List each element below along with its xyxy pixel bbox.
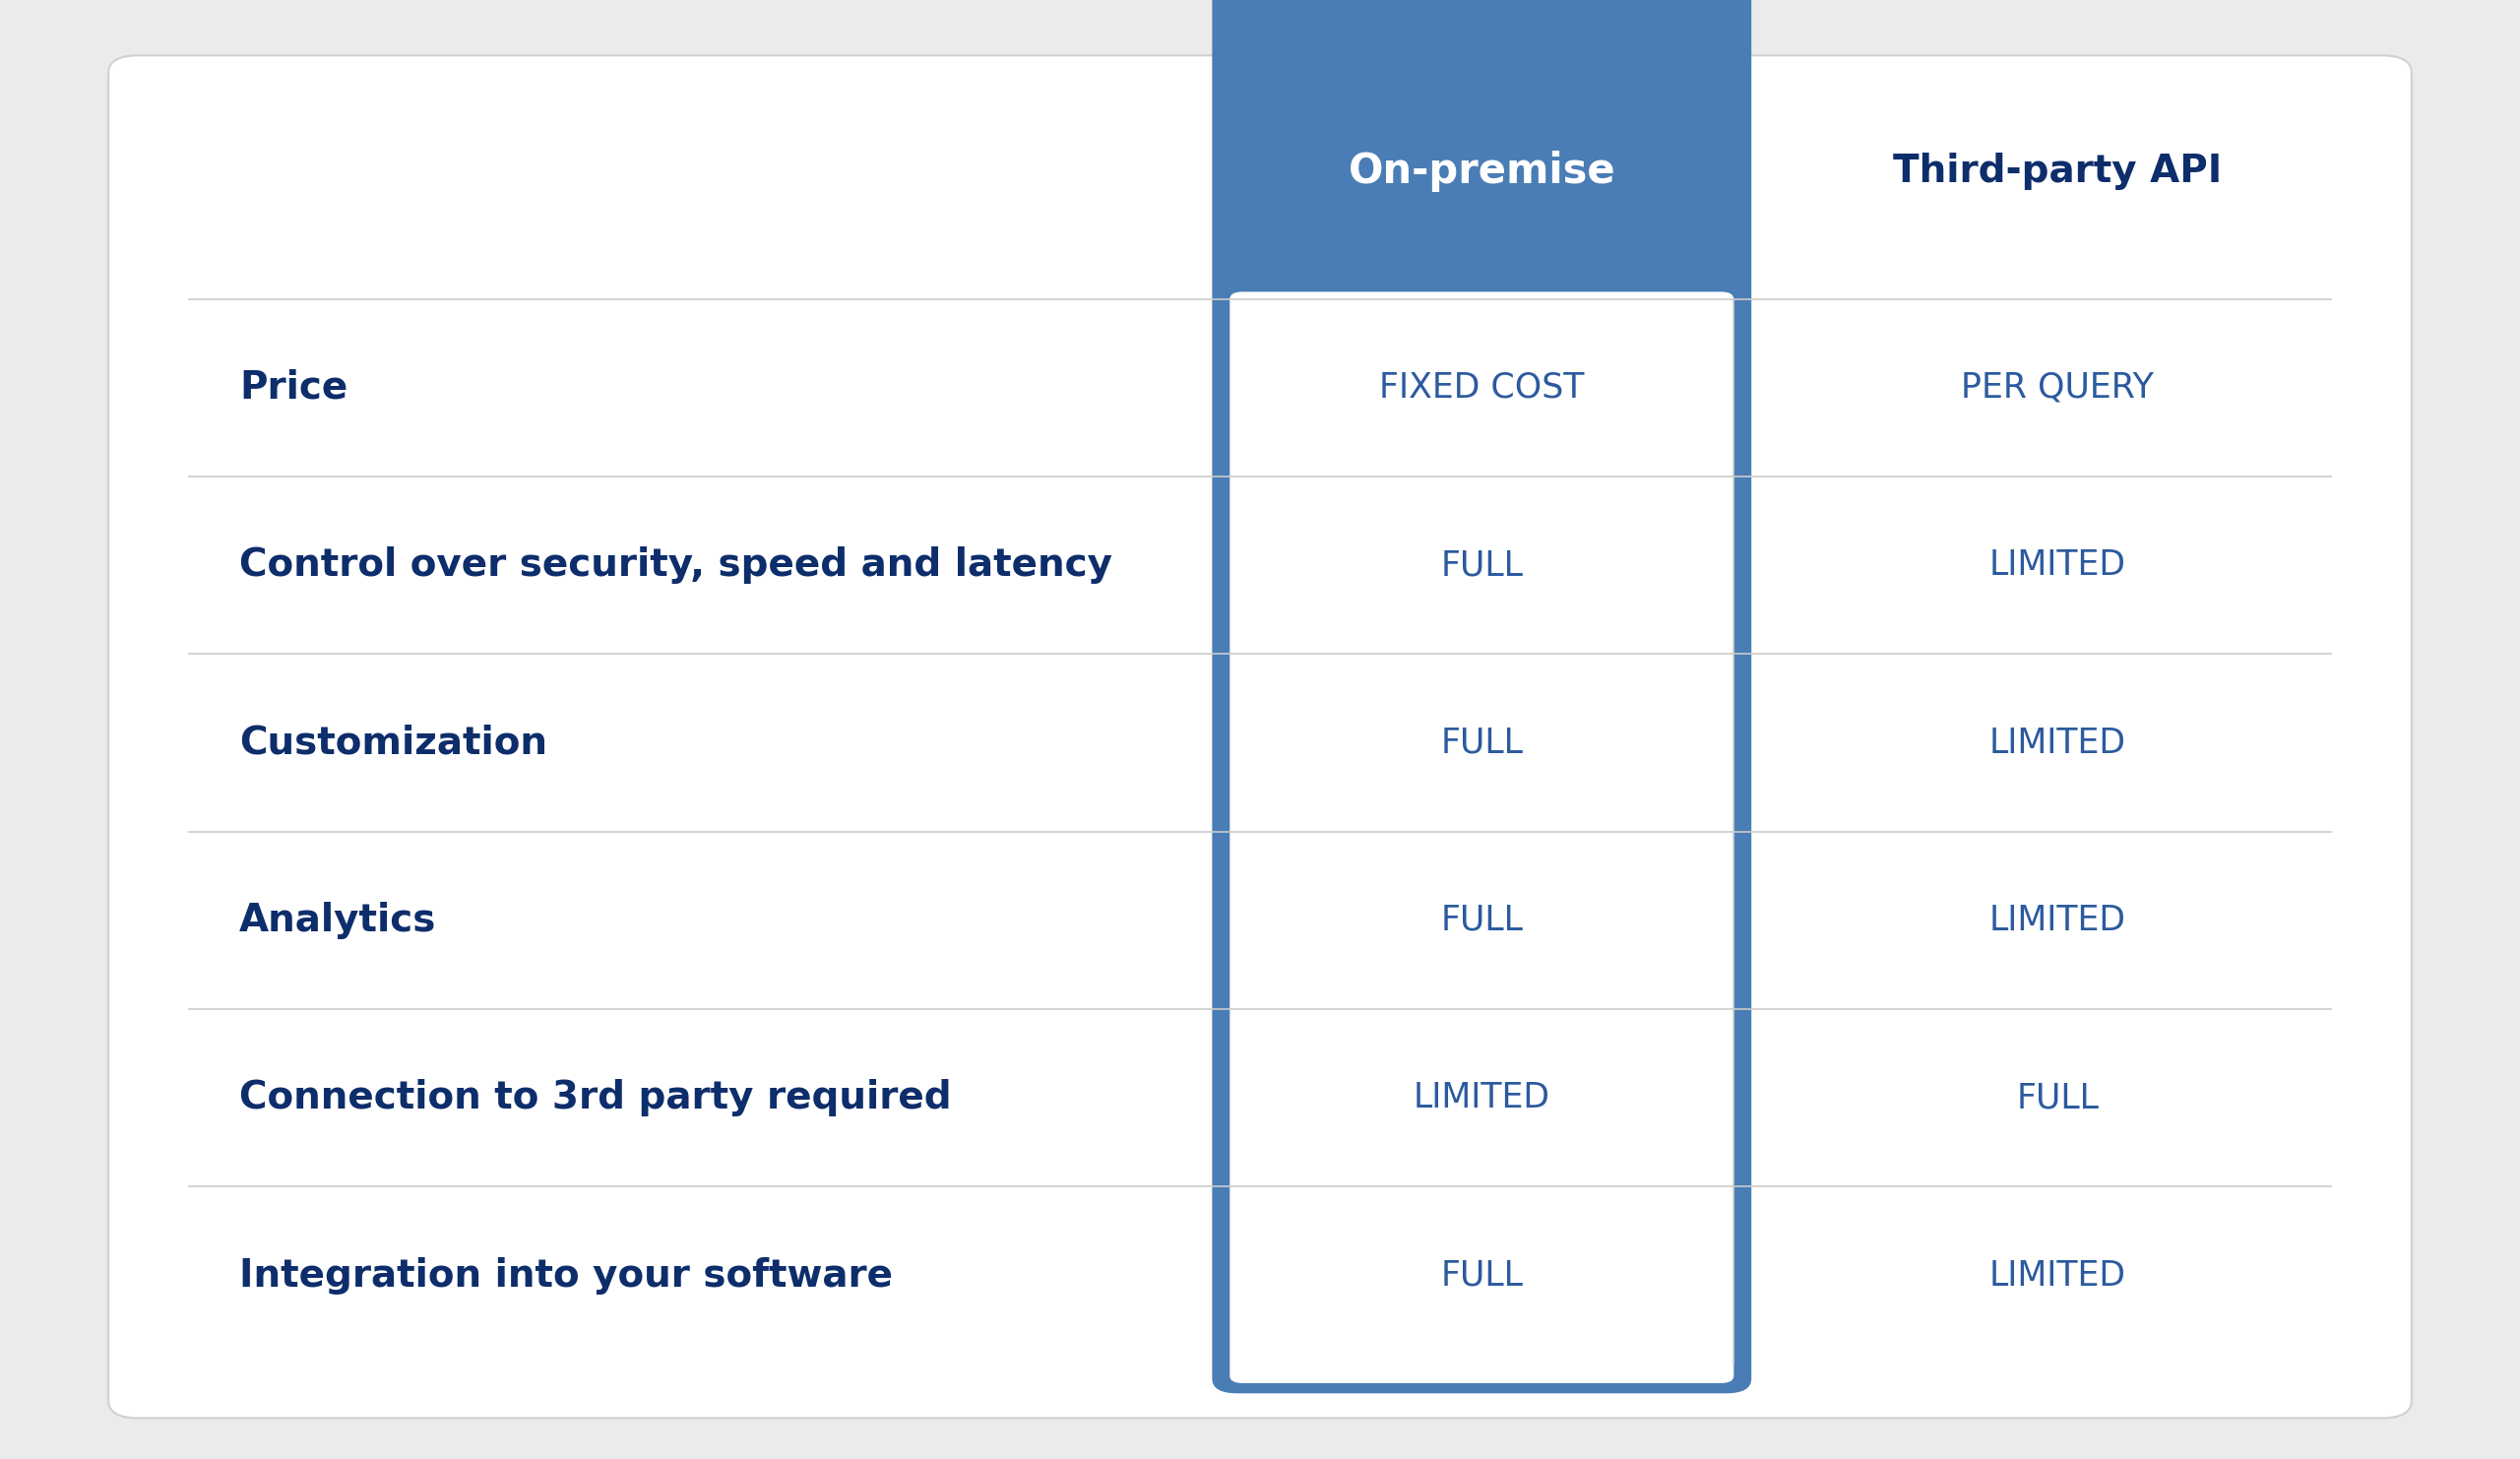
Text: On-premise: On-premise [1348, 150, 1615, 193]
Text: FULL: FULL [1441, 549, 1522, 582]
Text: LIMITED: LIMITED [1414, 1081, 1550, 1115]
Text: Price: Price [239, 369, 348, 407]
Text: Third-party API: Third-party API [1893, 153, 2223, 190]
Text: PER QUERY: PER QUERY [1961, 371, 2155, 404]
Text: Analytics: Analytics [239, 902, 436, 940]
Text: LIMITED: LIMITED [1988, 1259, 2127, 1293]
FancyBboxPatch shape [108, 55, 2412, 1418]
Text: FULL: FULL [2016, 1081, 2099, 1115]
FancyBboxPatch shape [1230, 292, 1734, 1383]
Text: FULL: FULL [1441, 1259, 1522, 1293]
Text: FIXED COST: FIXED COST [1378, 371, 1585, 404]
FancyBboxPatch shape [1212, 0, 1751, 1393]
Text: LIMITED: LIMITED [1988, 727, 2127, 760]
Text: Integration into your software: Integration into your software [239, 1256, 892, 1294]
Text: Connection to 3rd party required: Connection to 3rd party required [239, 1080, 953, 1116]
Text: FULL: FULL [1441, 903, 1522, 937]
Text: LIMITED: LIMITED [1988, 549, 2127, 582]
Text: LIMITED: LIMITED [1988, 903, 2127, 937]
Text: Control over security, speed and latency: Control over security, speed and latency [239, 547, 1111, 584]
Text: Customization: Customization [239, 724, 547, 762]
Text: FULL: FULL [1441, 727, 1522, 760]
